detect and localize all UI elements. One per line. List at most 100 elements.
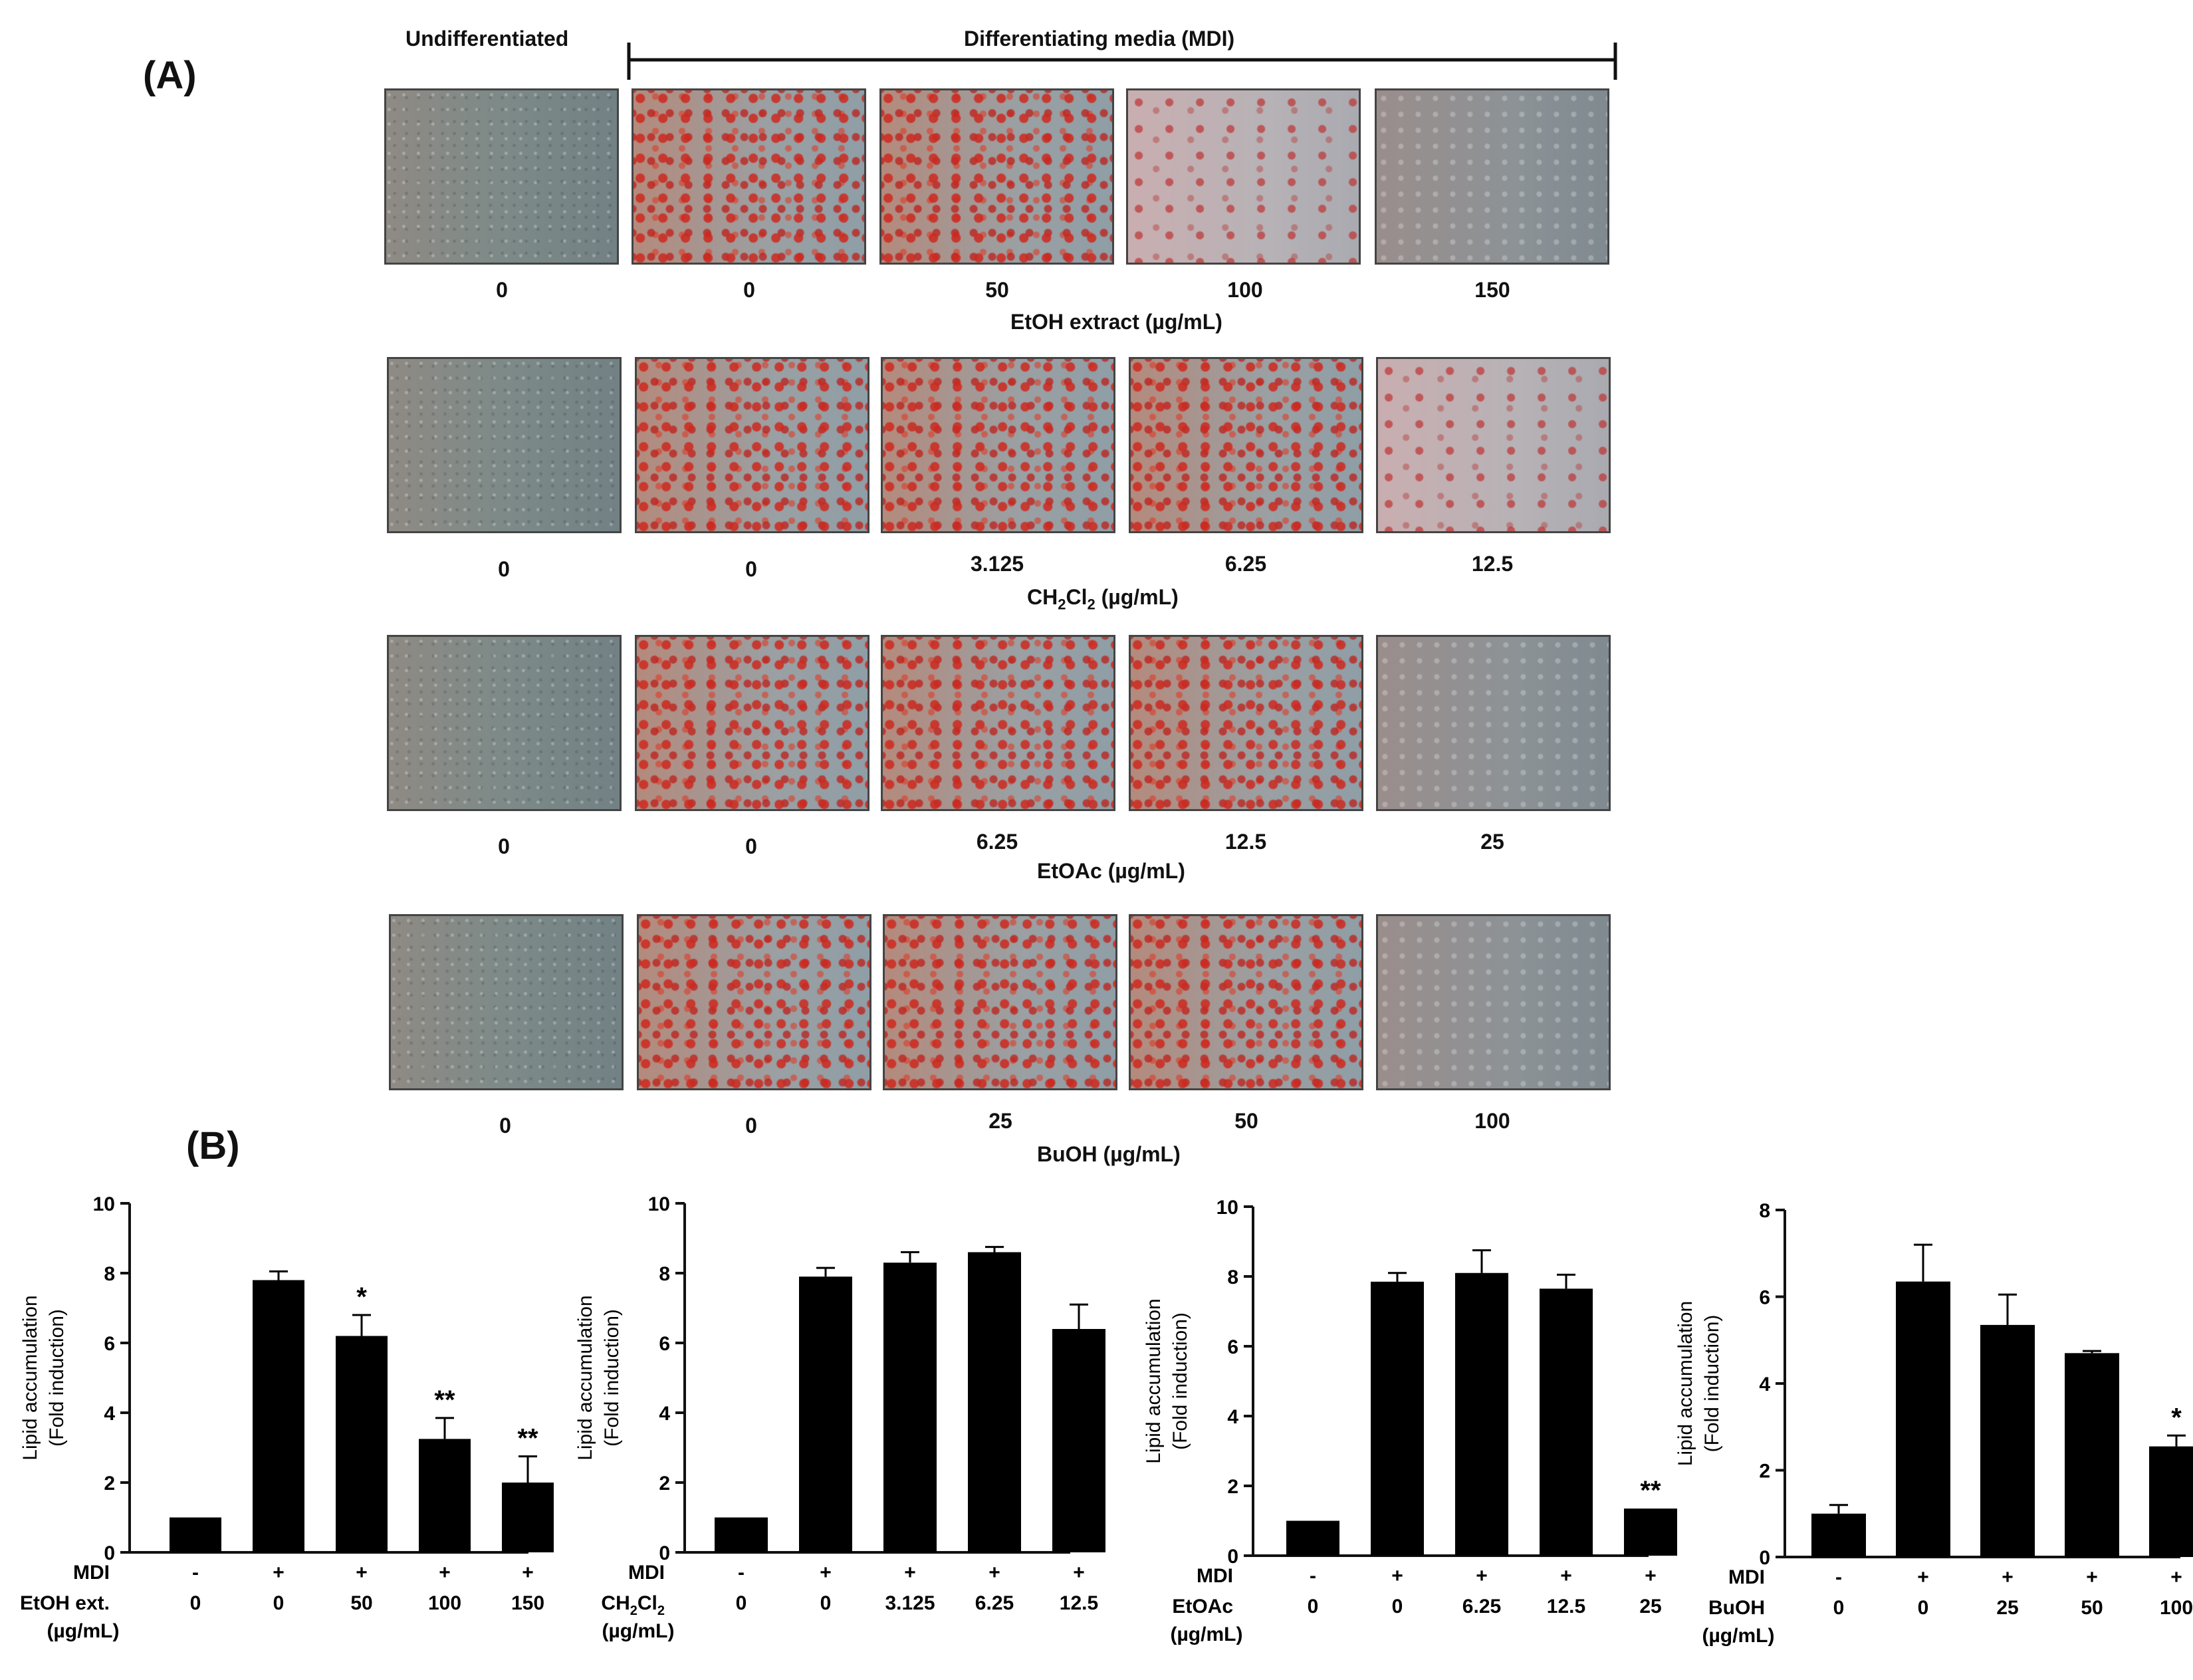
micrograph-buoh-100 bbox=[1376, 914, 1611, 1090]
mdi-value: + bbox=[273, 1562, 285, 1584]
micrograph-etoh-150 bbox=[1375, 88, 1609, 265]
bar bbox=[1980, 1324, 2035, 1557]
conc-label: 6.25 bbox=[1224, 552, 1267, 576]
conc-label: 0 bbox=[498, 557, 510, 581]
micrograph-etoac-mdi-0 bbox=[635, 635, 869, 811]
y-tick-label: 8 bbox=[659, 1263, 670, 1285]
y-tick-label: 0 bbox=[1759, 1547, 1770, 1569]
micrograph-etoac-25 bbox=[1376, 635, 1611, 811]
row-axis-label: EtOH extract (µg/mL) bbox=[1010, 310, 1222, 334]
conc-label: 12.5 bbox=[1471, 552, 1514, 576]
y-tick-label: 6 bbox=[1227, 1336, 1238, 1358]
micrograph-buoh-mdi-0 bbox=[637, 914, 871, 1090]
mdi-value: - bbox=[1835, 1566, 1842, 1588]
x-tick-label: 0 bbox=[1833, 1597, 1845, 1619]
bar bbox=[1624, 1508, 1677, 1556]
mdi-value: + bbox=[1917, 1566, 1929, 1588]
bar bbox=[170, 1517, 221, 1552]
x-tick-label: 25 bbox=[1639, 1596, 1661, 1618]
y-tick-label: 0 bbox=[659, 1542, 670, 1564]
treatment-row-label: BuOH bbox=[1708, 1597, 1765, 1619]
bar bbox=[1811, 1513, 1866, 1557]
micrograph-ch2cl2-125 bbox=[1376, 357, 1611, 533]
unit-label: (µg/mL) bbox=[1171, 1623, 1243, 1645]
y-tick-label: 2 bbox=[104, 1473, 115, 1495]
conc-label: 50 bbox=[985, 278, 1009, 302]
y-tick-label: 8 bbox=[1227, 1266, 1238, 1288]
conc-label: 150 bbox=[1474, 278, 1510, 302]
micrograph-buoh-25 bbox=[883, 914, 1117, 1090]
bar bbox=[799, 1276, 852, 1552]
conc-label: 12.5 bbox=[1224, 830, 1267, 854]
mdi-value: + bbox=[439, 1562, 451, 1584]
x-tick-label: 50 bbox=[350, 1592, 372, 1614]
conc-label: 100 bbox=[1227, 278, 1263, 302]
mdi-row-label: MDI bbox=[73, 1562, 110, 1584]
y-axis-label: (Fold induction) bbox=[1701, 1315, 1723, 1453]
bar bbox=[2149, 1446, 2193, 1557]
mdi-value: + bbox=[356, 1562, 368, 1584]
bar bbox=[2065, 1353, 2119, 1557]
x-tick-label: 150 bbox=[511, 1592, 544, 1614]
conc-label: 100 bbox=[1474, 1109, 1510, 1133]
mdi-value: + bbox=[2002, 1566, 2014, 1588]
bar bbox=[1286, 1520, 1339, 1556]
conc-label: 0 bbox=[496, 278, 508, 302]
conc-label: 0 bbox=[498, 834, 510, 858]
y-tick-label: 4 bbox=[1227, 1406, 1238, 1428]
conc-label: 0 bbox=[499, 1114, 511, 1138]
x-tick-label: 12.5 bbox=[1060, 1592, 1098, 1614]
x-tick-label: 3.125 bbox=[885, 1592, 935, 1614]
bar bbox=[968, 1252, 1021, 1552]
mdi-header-label: Differentiating media (MDI) bbox=[964, 27, 1235, 51]
mdi-row-label: MDI bbox=[1728, 1566, 1765, 1588]
mdi-value: + bbox=[1645, 1565, 1657, 1587]
micrograph-ch2cl2-mdi-0 bbox=[635, 357, 869, 533]
conc-label: 25 bbox=[988, 1109, 1012, 1133]
micrograph-ch2cl2-625 bbox=[1129, 357, 1363, 533]
y-tick-label: 4 bbox=[1759, 1374, 1770, 1395]
y-axis-label: Lipid accumulation bbox=[1674, 1301, 1696, 1466]
mdi-value: + bbox=[1560, 1565, 1572, 1587]
mdi-row-label: MDI bbox=[628, 1562, 665, 1584]
x-tick-label: 0 bbox=[1392, 1596, 1403, 1618]
y-axis-label: Lipid accumulation bbox=[1143, 1298, 1165, 1463]
significance-marker: ** bbox=[1640, 1476, 1661, 1505]
x-tick-label: 0 bbox=[273, 1592, 285, 1614]
bar bbox=[419, 1439, 471, 1552]
treatment-row-label: EtOAc bbox=[1172, 1596, 1233, 1618]
row-axis-label: CH2Cl2 (µg/mL) bbox=[1027, 585, 1179, 613]
x-tick-label: 0 bbox=[1918, 1597, 1929, 1619]
y-tick-label: 10 bbox=[1216, 1197, 1238, 1219]
x-tick-label: 12.5 bbox=[1547, 1596, 1585, 1618]
micrograph-etoh-50 bbox=[879, 88, 1114, 265]
bar bbox=[883, 1262, 937, 1552]
row-axis-label: EtOAc (µg/mL) bbox=[1037, 859, 1185, 883]
mdi-row-label: MDI bbox=[1197, 1565, 1233, 1587]
significance-marker: ** bbox=[434, 1385, 455, 1415]
treatment-row-label: EtOH ext. bbox=[20, 1592, 110, 1614]
micrograph-buoh-undiff bbox=[389, 914, 624, 1090]
x-tick-label: 0 bbox=[1308, 1596, 1319, 1618]
conc-label: 0 bbox=[743, 278, 755, 302]
y-axis-label: (Fold induction) bbox=[1169, 1312, 1191, 1450]
panel-b-label: (B) bbox=[186, 1124, 240, 1167]
x-tick-label: 6.25 bbox=[975, 1592, 1014, 1614]
y-tick-label: 10 bbox=[93, 1193, 115, 1215]
mdi-value: + bbox=[904, 1562, 916, 1584]
x-tick-label: 6.25 bbox=[1462, 1596, 1501, 1618]
row-axis-label: BuOH (µg/mL) bbox=[1037, 1142, 1181, 1166]
y-tick-label: 10 bbox=[648, 1193, 670, 1215]
bar-chart-etoh: 0 2 4 6 8 10 Lipid accumulation (Fold induction… bbox=[19, 1193, 554, 1642]
unit-label: (µg/mL) bbox=[1702, 1625, 1775, 1647]
mdi-value: + bbox=[1476, 1565, 1488, 1587]
bar-chart-ch2cl2: 0 2 4 6 8 10 Lipid accumulation (Fold induction… bbox=[574, 1193, 1105, 1642]
conc-label: 0 bbox=[745, 557, 757, 581]
mdi-value: - bbox=[1310, 1565, 1316, 1587]
y-tick-label: 4 bbox=[104, 1403, 115, 1425]
y-tick-label: 0 bbox=[104, 1542, 115, 1564]
panel-a-label: (A) bbox=[143, 54, 197, 97]
y-tick-label: 2 bbox=[1759, 1461, 1770, 1483]
micrograph-etoh-mdi-0 bbox=[632, 88, 866, 265]
significance-marker: * bbox=[356, 1282, 367, 1312]
